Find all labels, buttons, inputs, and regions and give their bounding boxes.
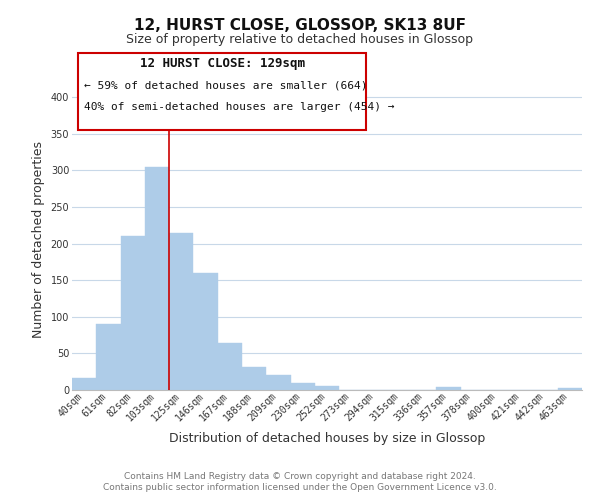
Text: Contains HM Land Registry data © Crown copyright and database right 2024.: Contains HM Land Registry data © Crown c… — [124, 472, 476, 481]
Bar — [266, 376, 290, 390]
Bar — [72, 378, 96, 390]
Bar — [96, 324, 121, 390]
Text: 40% of semi-detached houses are larger (454) →: 40% of semi-detached houses are larger (… — [84, 102, 395, 113]
Bar — [193, 273, 218, 390]
Bar — [169, 234, 193, 390]
Y-axis label: Number of detached properties: Number of detached properties — [32, 142, 45, 338]
Bar — [145, 167, 169, 390]
Bar — [558, 388, 582, 390]
Bar — [218, 343, 242, 390]
Text: 12, HURST CLOSE, GLOSSOP, SK13 8UF: 12, HURST CLOSE, GLOSSOP, SK13 8UF — [134, 18, 466, 32]
Text: 12 HURST CLOSE: 129sqm: 12 HURST CLOSE: 129sqm — [139, 56, 305, 70]
Text: Size of property relative to detached houses in Glossop: Size of property relative to detached ho… — [127, 32, 473, 46]
Text: ← 59% of detached houses are smaller (664): ← 59% of detached houses are smaller (66… — [84, 80, 367, 90]
Bar — [121, 236, 145, 390]
X-axis label: Distribution of detached houses by size in Glossop: Distribution of detached houses by size … — [169, 432, 485, 444]
Bar — [436, 387, 461, 390]
Bar — [242, 368, 266, 390]
Text: Contains public sector information licensed under the Open Government Licence v3: Contains public sector information licen… — [103, 484, 497, 492]
Bar — [290, 384, 315, 390]
Bar — [315, 386, 339, 390]
